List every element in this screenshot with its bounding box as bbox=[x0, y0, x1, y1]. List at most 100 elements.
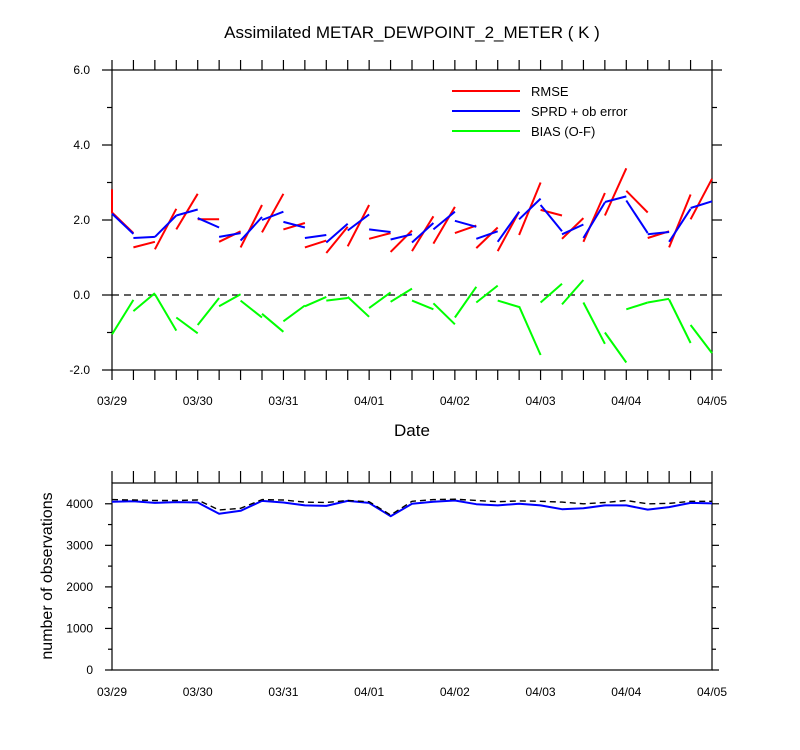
series-bias-segment bbox=[475, 284, 499, 304]
series-rmse-segment bbox=[603, 167, 628, 216]
chart-title: Assimilated METAR_DEWPOINT_2_METER ( K ) bbox=[224, 23, 600, 42]
series-bias-segment bbox=[625, 301, 649, 311]
series-spread-segment bbox=[454, 219, 477, 228]
x-tick-label: 04/05 bbox=[697, 394, 727, 408]
top-ticks: 03/29 03/30 03/31 04/01 04/02 04/03 04/04 04/05… bbox=[69, 60, 727, 408]
series-spread-segment bbox=[432, 210, 456, 231]
series-spread-segment bbox=[218, 232, 241, 238]
series-bias-segment bbox=[539, 283, 563, 304]
y-tick-label: 6.0 bbox=[73, 63, 90, 77]
series-bias-segment bbox=[111, 299, 135, 335]
series-spread-segment bbox=[475, 230, 499, 240]
series-spread-segment bbox=[604, 195, 627, 203]
series-rmse-segment bbox=[304, 239, 327, 249]
series-spread-segment bbox=[668, 208, 692, 243]
series-obs_used bbox=[111, 499, 713, 518]
y-tick-label: 0.0 bbox=[73, 288, 90, 302]
series-bias-segment bbox=[497, 299, 520, 308]
x-tick-label: 04/02 bbox=[440, 685, 470, 699]
series-spread-segment bbox=[261, 210, 284, 221]
series-obs_possible bbox=[111, 498, 712, 516]
series-spread-segment bbox=[647, 231, 670, 236]
series-rmse-segment bbox=[346, 204, 370, 247]
series-rmse-segment bbox=[668, 194, 692, 248]
x-tick-label: 04/03 bbox=[526, 685, 556, 699]
series-bias-segment bbox=[390, 287, 413, 303]
x-axis-label: Date bbox=[394, 421, 430, 440]
series-spread-segment bbox=[111, 212, 135, 235]
series-rmse-segment bbox=[625, 190, 649, 214]
series-bias-segment bbox=[604, 331, 628, 364]
series-rmse bbox=[111, 167, 713, 254]
series-rmse-segment bbox=[239, 204, 263, 248]
x-tick-label: 03/30 bbox=[183, 685, 213, 699]
series-bias-segment bbox=[432, 302, 456, 326]
series-spread-segment bbox=[496, 211, 520, 243]
x-tick-label: 03/31 bbox=[268, 394, 298, 408]
x-tick-label: 04/02 bbox=[440, 394, 470, 408]
series-bias-segment bbox=[261, 313, 285, 333]
series-bias-segment bbox=[668, 299, 692, 344]
series-rmse-segment bbox=[689, 178, 713, 220]
y-tick-label: 4.0 bbox=[73, 138, 90, 152]
series-bias-segment bbox=[368, 291, 392, 309]
series-bias-segment bbox=[304, 295, 327, 308]
series-rmse-segment bbox=[325, 226, 349, 254]
series-rmse-segment bbox=[283, 222, 306, 231]
series-bias-segment bbox=[154, 293, 178, 332]
series-rmse-segment bbox=[133, 240, 156, 249]
y-axis-label-observations: number of observations bbox=[39, 492, 56, 659]
series-spread-segment bbox=[690, 200, 713, 209]
x-tick-label: 04/05 bbox=[697, 685, 727, 699]
series-bias-segment bbox=[454, 286, 478, 319]
bottom-ticks: 03/29 03/30 03/31 04/01 04/02 04/03 04/04 04/05… bbox=[66, 471, 727, 699]
series-rmse-segment bbox=[475, 226, 499, 249]
y-tick-label: 0 bbox=[86, 663, 93, 677]
series-bias-segment bbox=[282, 304, 306, 323]
series-rmse-segment bbox=[111, 189, 135, 234]
series-rmse-segment bbox=[389, 229, 413, 253]
x-tick-label: 03/29 bbox=[97, 685, 127, 699]
series-rmse-segment bbox=[368, 232, 391, 240]
series-spread-segment bbox=[197, 217, 220, 229]
series-spread bbox=[111, 195, 713, 244]
y-tick-label: 3000 bbox=[66, 538, 93, 552]
legend-label-rmse: RMSE bbox=[531, 84, 569, 99]
bottom-panel: 03/29 03/30 03/31 04/01 04/02 04/03 04/04 04/05… bbox=[39, 471, 727, 699]
series-bias-segment bbox=[175, 316, 199, 335]
series-bias-segment bbox=[132, 292, 156, 312]
y-tick-label: 2.0 bbox=[73, 213, 90, 227]
legend-label-bias: BIAS (O-F) bbox=[531, 124, 595, 139]
series-spread-segment bbox=[239, 216, 263, 242]
top-panel: 03/29 03/30 03/31 04/01 04/02 04/03 04/04 04/05… bbox=[69, 60, 727, 440]
series-spread-segment bbox=[176, 208, 198, 217]
series-bias-segment bbox=[561, 279, 585, 306]
legend: RMSE SPRD + ob error BIAS (O-F) bbox=[452, 84, 628, 139]
series-bias-segment bbox=[582, 302, 606, 345]
x-tick-label: 03/30 bbox=[183, 394, 213, 408]
x-tick-label: 04/01 bbox=[354, 685, 384, 699]
x-tick-label: 04/04 bbox=[611, 685, 641, 699]
series-bias-segment bbox=[218, 293, 242, 308]
series-rmse-segment bbox=[261, 193, 285, 233]
series-rmse-segment bbox=[540, 208, 563, 217]
series-bias-segment bbox=[411, 299, 434, 311]
series-spread-segment bbox=[133, 235, 155, 239]
series-spread-segment bbox=[582, 201, 606, 239]
x-tick-label: 04/01 bbox=[354, 394, 384, 408]
series-spread-segment bbox=[390, 233, 413, 241]
series-bias-segment bbox=[347, 296, 370, 318]
series-spread-segment bbox=[625, 199, 649, 234]
bottom-plot-frame bbox=[111, 482, 713, 671]
series-bias-segment bbox=[239, 299, 263, 319]
series-spread-segment bbox=[411, 222, 435, 244]
series-bias bbox=[111, 279, 713, 364]
series-spread-segment bbox=[154, 214, 178, 238]
series-spread-segment bbox=[325, 223, 349, 244]
series-spread-segment bbox=[368, 228, 391, 233]
series-spread-segment bbox=[304, 234, 327, 239]
series-bias-segment bbox=[518, 305, 542, 356]
x-tick-label: 04/04 bbox=[611, 394, 641, 408]
y-tick-label: 1000 bbox=[66, 621, 93, 635]
